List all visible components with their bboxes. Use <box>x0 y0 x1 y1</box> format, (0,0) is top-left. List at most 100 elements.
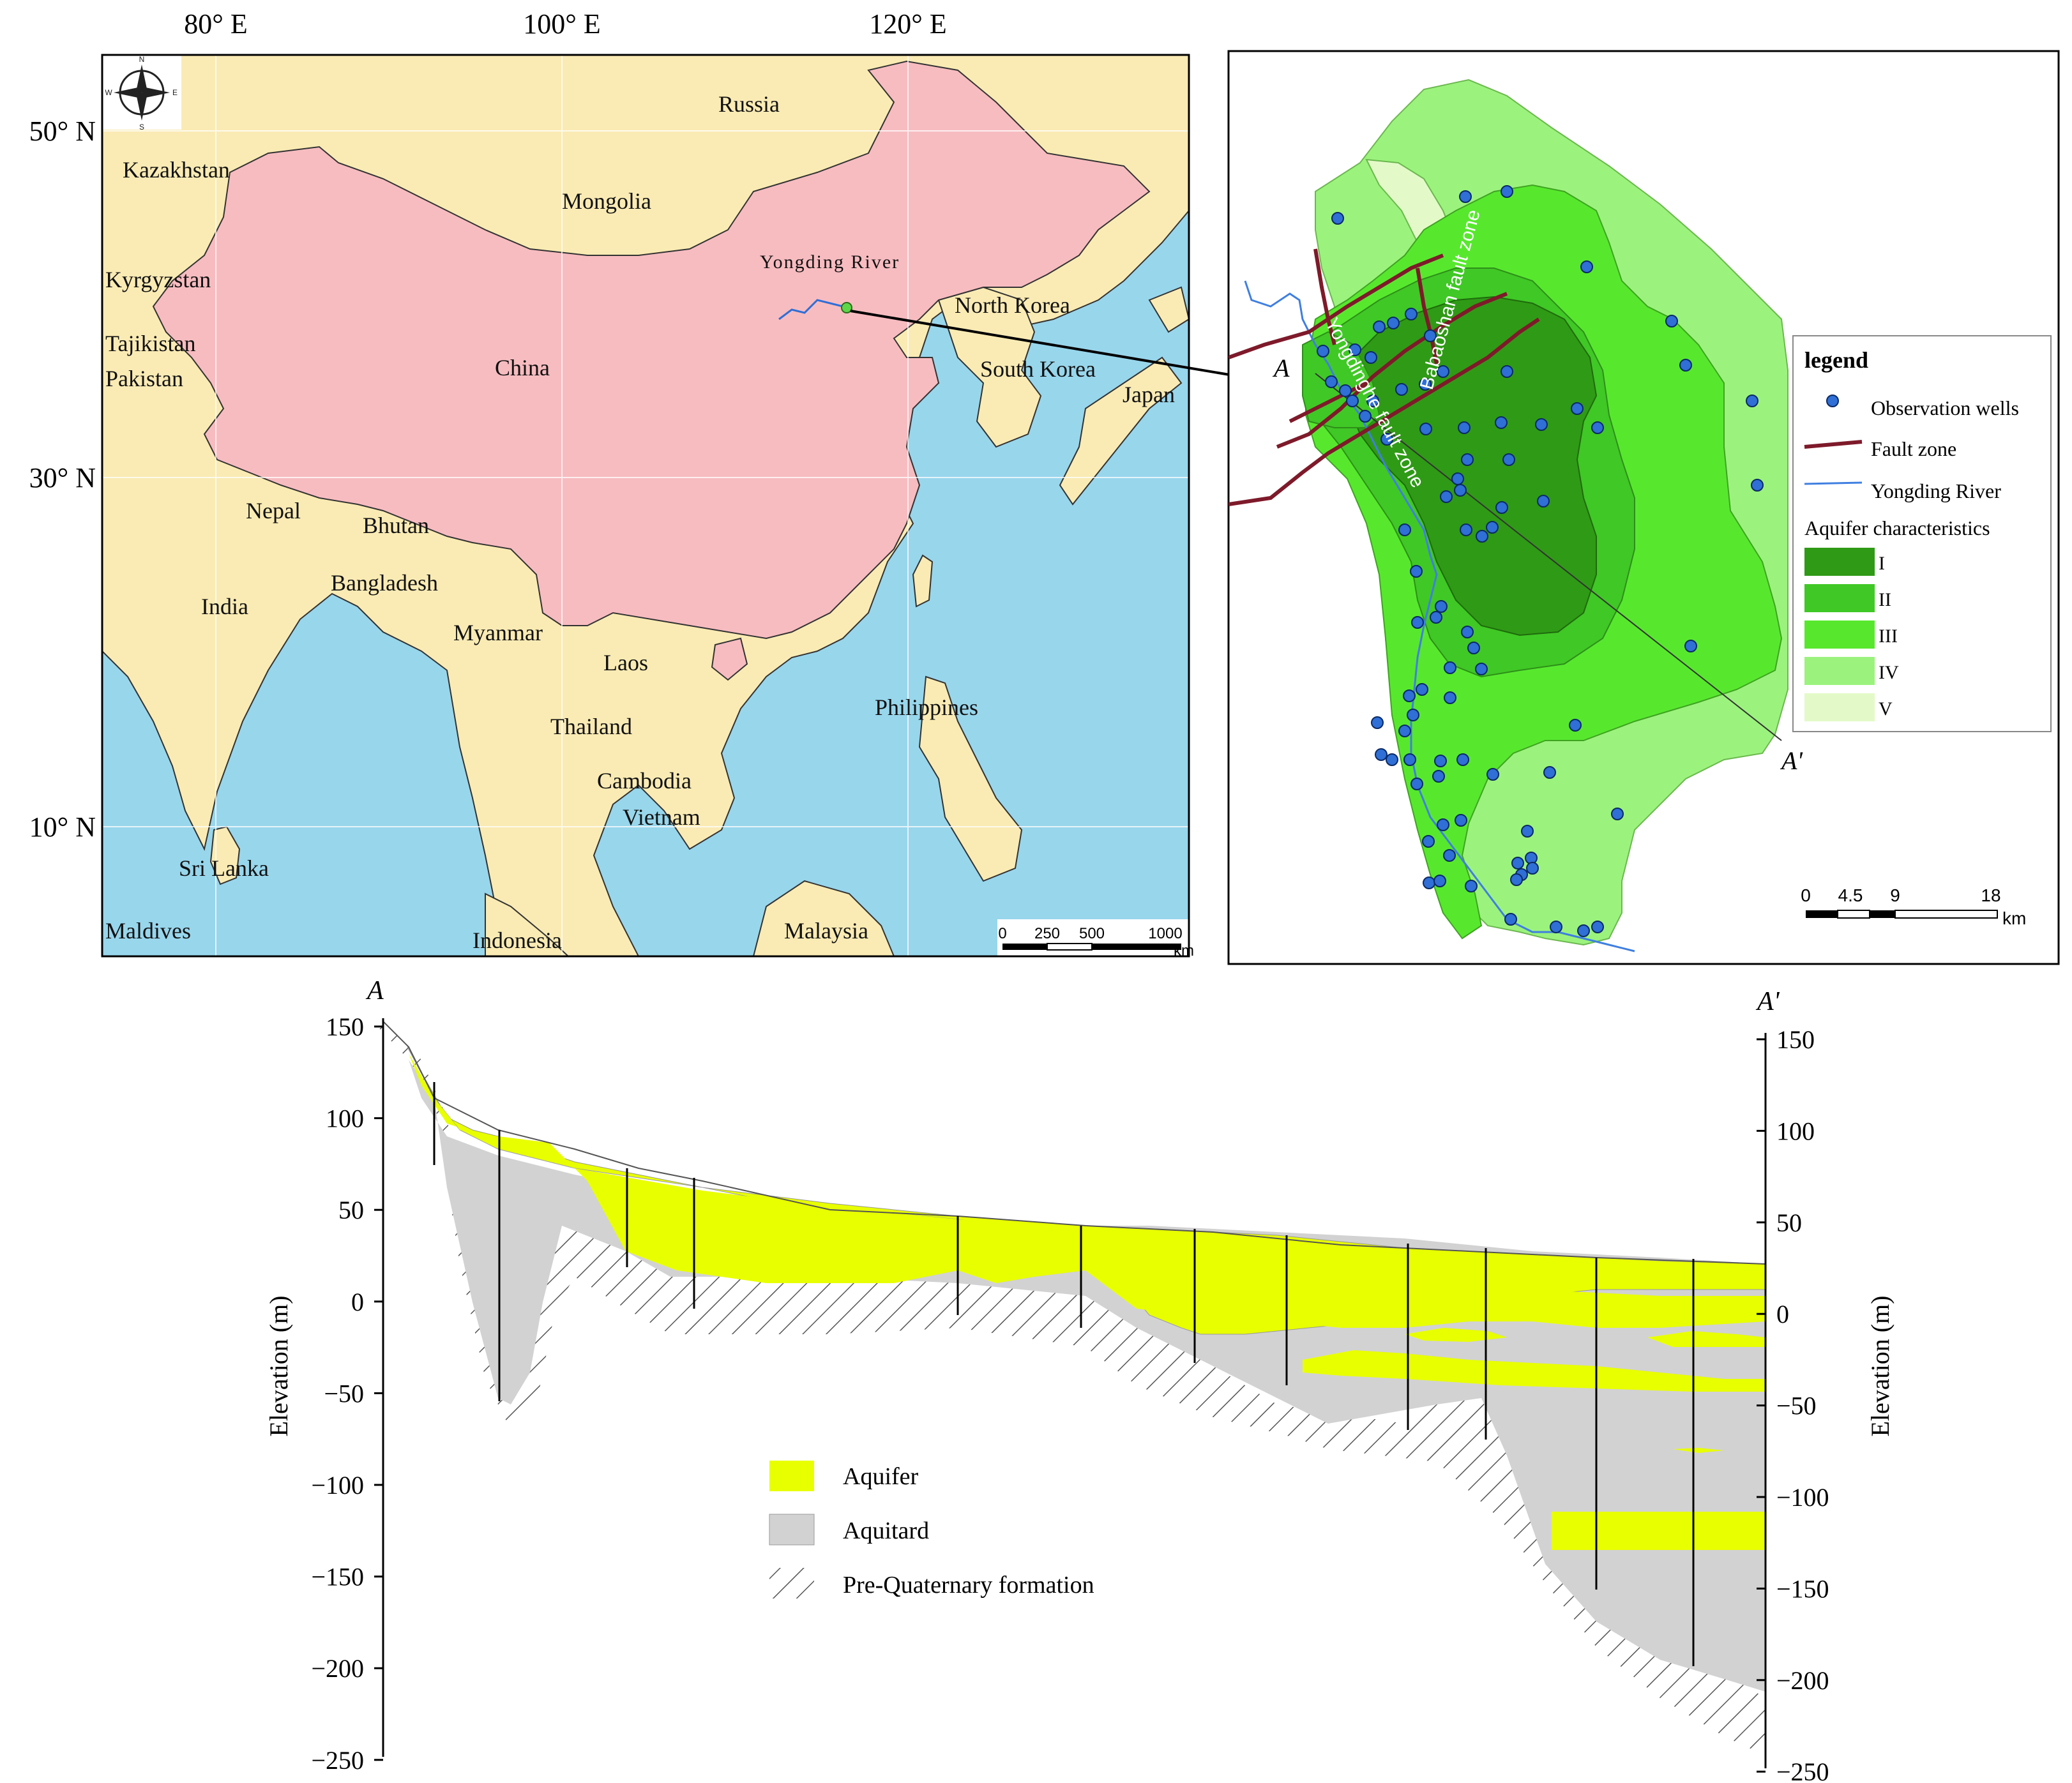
study-scale-tick-9: 9 <box>1890 885 1900 905</box>
aquifer-lens <box>1552 1512 1766 1550</box>
observation-well-marker <box>1433 875 1446 887</box>
scale-tick-500: 500 <box>1079 925 1105 942</box>
legend-aquifer-label: Aquifer <box>843 1463 919 1490</box>
country-label-pakistan: Pakistan <box>105 366 183 391</box>
legend-river-line <box>1804 481 1863 485</box>
observation-well-marker <box>1419 378 1432 391</box>
observation-well-marker <box>1437 365 1449 378</box>
legend-class-swatch <box>1804 657 1875 685</box>
ground-surface-line <box>382 1021 1766 1265</box>
observation-well-marker <box>1317 345 1329 357</box>
philippines-land <box>918 675 1023 882</box>
china-area <box>152 60 1151 640</box>
legend-fault-line <box>1804 440 1863 449</box>
right-axis-tick-label: −150 <box>1776 1574 1829 1603</box>
observation-well-marker <box>1456 753 1469 766</box>
observation-well-marker <box>1437 818 1449 831</box>
fault-zone-line <box>1276 292 1508 449</box>
legend-aquifer-title: Aquifer characteristics <box>1804 516 1990 539</box>
right-axis-tick-label: −100 <box>1776 1483 1829 1512</box>
country-label-myanmar: Myanmar <box>453 620 543 645</box>
legend-river-label: Yongding River <box>1871 479 2001 502</box>
right-axis-label: Elevation (m) <box>1866 1295 1894 1436</box>
observation-well-marker <box>1458 421 1471 434</box>
observation-well-marker <box>1346 395 1359 407</box>
korea-land <box>937 286 1042 448</box>
observation-well-marker <box>1495 416 1508 429</box>
observation-well-marker <box>1440 490 1453 503</box>
observation-well-marker <box>1380 433 1393 446</box>
lat-label-30: 30° N <box>29 462 96 493</box>
scale-tick-0: 0 <box>998 925 1006 942</box>
legend-class-label: IV <box>1879 662 1899 683</box>
fault-zone-line <box>1313 248 1336 345</box>
lat-label-50: 50° N <box>29 116 96 147</box>
overview-scale-bar <box>997 919 1189 956</box>
observation-well-marker <box>1359 410 1372 423</box>
country-label-sri-lanka: Sri Lanka <box>179 855 269 881</box>
left-axis-tick-label: −250 <box>311 1746 364 1775</box>
study-scale-tick-18: 18 <box>1981 885 2000 905</box>
observation-well-marker <box>1435 600 1448 613</box>
japan-land <box>1059 356 1183 506</box>
legend-aquitard-label: Aquitard <box>843 1517 929 1544</box>
observation-well-marker <box>1371 716 1384 729</box>
country-label-thailand: Thailand <box>550 714 632 739</box>
observation-well-marker <box>1543 766 1556 779</box>
cross-section-axes <box>382 1018 1767 1768</box>
sumatra-land <box>485 892 570 956</box>
right-axis-tick-label: −200 <box>1776 1666 1829 1695</box>
lon-label-120: 120° E <box>869 8 946 40</box>
lon-label-80: 80° E <box>184 8 247 40</box>
observation-well-marker <box>1444 691 1456 704</box>
aquifer-layer <box>409 1053 1766 1328</box>
right-axis-ticks: 150 100 50 0 −50 −100 −150 −200 −250 <box>1757 1025 1829 1783</box>
observation-well-marker <box>1475 663 1488 675</box>
country-labels: Russia Kazakhstan Mongolia Kyrgyzstan Ta… <box>105 91 1175 953</box>
aquifer-lens <box>1405 1328 1507 1342</box>
country-label-north-korea: North Korea <box>955 292 1070 318</box>
borehole-lines <box>433 1082 1695 1666</box>
observation-well-marker <box>1403 753 1416 766</box>
country-label-laos: Laos <box>603 650 648 675</box>
aquifer-lens <box>1277 1248 1354 1259</box>
observation-well-marker <box>1467 642 1480 654</box>
observation-well-marker <box>1461 453 1474 466</box>
observation-well-marker <box>1430 611 1442 624</box>
legend-aquitard-swatch <box>769 1514 815 1546</box>
study-scale-bar: 0 4.5 9 18 km <box>1801 885 2026 928</box>
observation-well-marker <box>1339 384 1352 397</box>
right-axis-tick-label: −50 <box>1776 1392 1817 1420</box>
observation-well-marker <box>1476 530 1488 543</box>
latitude-labels: 50° N 30° N 10° N <box>29 116 96 843</box>
observation-well-marker <box>1398 523 1411 536</box>
right-axis-tick-label: 150 <box>1776 1025 1815 1054</box>
observation-well-marker <box>1460 523 1472 536</box>
borneo-land <box>752 880 895 956</box>
observation-well-marker <box>1410 778 1423 790</box>
right-axis-tick-label: 0 <box>1776 1300 1789 1328</box>
study-area-map: Babaoshan fault zone Yongdinghe fault zo… <box>1227 50 2060 965</box>
observation-well-marker <box>1405 308 1418 320</box>
longitude-labels: 80° E 100° E 120° E <box>184 8 946 40</box>
fault-zone-line <box>1416 267 1439 365</box>
observation-well-marker <box>1451 472 1464 485</box>
legend-class-swatch <box>1804 584 1875 612</box>
section-end-label: A' <box>1755 987 1780 1016</box>
country-label-china: China <box>495 355 550 380</box>
overview-map: N S W E 80° E 100° E 120° E 50° N 30° N … <box>29 8 1194 959</box>
observation-well-marker <box>1571 402 1584 415</box>
country-label-malaysia: Malaysia <box>784 918 868 944</box>
yongding-river <box>1244 280 1635 952</box>
legend-wells-label: Observation wells <box>1871 396 2019 419</box>
legend-class-swatch <box>1804 621 1875 649</box>
observation-well-marker <box>1511 857 1524 869</box>
observation-well-marker <box>1410 565 1423 578</box>
country-label-nepal: Nepal <box>246 498 301 523</box>
observation-well-marker <box>1526 862 1539 875</box>
observation-well-marker <box>1521 825 1534 838</box>
observation-well-marker <box>1684 640 1697 652</box>
observation-well-marker <box>1665 315 1678 327</box>
country-label-cambodia: Cambodia <box>597 768 692 794</box>
observation-well-marker <box>1366 395 1379 407</box>
